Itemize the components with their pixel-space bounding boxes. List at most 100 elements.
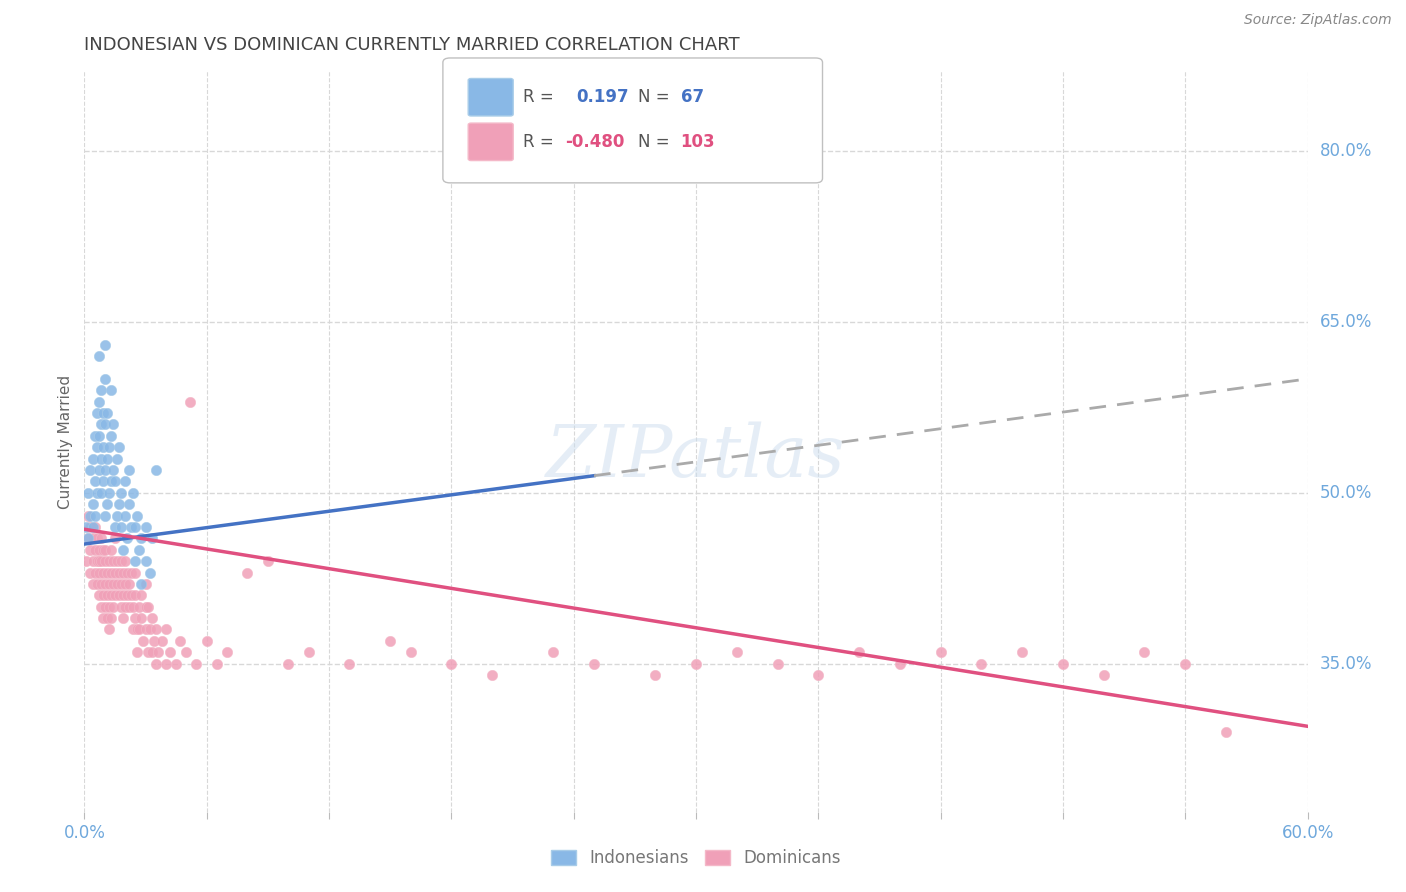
Point: [96, 406, 118, 420]
Point: [86, 406, 108, 420]
Point: [120, 566, 142, 580]
Point: [75, 520, 97, 534]
Point: [100, 384, 122, 398]
Point: [135, 599, 157, 614]
Text: 103: 103: [681, 133, 716, 151]
Point: [132, 633, 155, 648]
Point: [105, 508, 128, 523]
Point: [380, 633, 402, 648]
Text: Source: ZipAtlas.com: Source: ZipAtlas.com: [1244, 13, 1392, 28]
Point: [97, 440, 120, 454]
Point: [135, 554, 157, 568]
Point: [644, 668, 666, 682]
Point: [87, 349, 110, 363]
Point: [145, 463, 167, 477]
Point: [100, 566, 122, 580]
Point: [118, 497, 141, 511]
Point: [104, 475, 127, 489]
Point: [145, 623, 167, 637]
Point: [114, 554, 136, 568]
Point: [87, 542, 110, 557]
Point: [77, 532, 100, 546]
Text: 35.0%: 35.0%: [1320, 655, 1372, 673]
Point: [112, 542, 135, 557]
Point: [97, 623, 120, 637]
Point: [87, 394, 110, 409]
Point: [97, 599, 120, 614]
Point: [87, 588, 110, 602]
Point: [101, 554, 124, 568]
Point: [122, 623, 145, 637]
Point: [101, 417, 124, 432]
Point: [83, 566, 105, 580]
Point: [114, 577, 136, 591]
Point: [1133, 645, 1156, 659]
Point: [124, 588, 146, 602]
Point: [120, 588, 142, 602]
Point: [725, 645, 748, 659]
Point: [96, 497, 118, 511]
Point: [848, 645, 870, 659]
Point: [110, 485, 132, 500]
Point: [91, 566, 114, 580]
Point: [277, 657, 299, 671]
Point: [131, 588, 153, 602]
Point: [79, 463, 101, 477]
Point: [120, 520, 142, 534]
Point: [82, 451, 104, 466]
Point: [217, 645, 239, 659]
Point: [131, 611, 153, 625]
Point: [124, 611, 146, 625]
Point: [97, 485, 120, 500]
Point: [135, 623, 157, 637]
Text: -0.480: -0.480: [565, 133, 624, 151]
Point: [114, 599, 136, 614]
Point: [96, 588, 118, 602]
Point: [114, 508, 136, 523]
Point: [79, 508, 101, 523]
Point: [481, 668, 503, 682]
Point: [91, 406, 114, 420]
Point: [86, 554, 108, 568]
Point: [440, 657, 463, 671]
Text: ZIPatlas: ZIPatlas: [546, 421, 846, 491]
Point: [929, 645, 952, 659]
Point: [110, 577, 132, 591]
Point: [93, 554, 115, 568]
Point: [108, 566, 131, 580]
Point: [90, 485, 112, 500]
Point: [122, 599, 145, 614]
Point: [83, 475, 105, 489]
Point: [82, 520, 104, 534]
Point: [108, 497, 131, 511]
Point: [101, 463, 124, 477]
Point: [339, 657, 360, 671]
Point: [83, 508, 105, 523]
Point: [87, 463, 110, 477]
Point: [100, 588, 122, 602]
Text: R =: R =: [523, 133, 554, 151]
Point: [124, 566, 146, 580]
Point: [135, 520, 157, 534]
Point: [93, 508, 115, 523]
Point: [101, 577, 124, 591]
Point: [110, 599, 132, 614]
Point: [91, 542, 114, 557]
Point: [91, 611, 114, 625]
Point: [79, 566, 101, 580]
Point: [83, 542, 105, 557]
Point: [93, 463, 115, 477]
Point: [87, 566, 110, 580]
Point: [93, 599, 115, 614]
Point: [105, 451, 128, 466]
Point: [90, 532, 112, 546]
Point: [77, 485, 100, 500]
Point: [118, 599, 141, 614]
Point: [127, 645, 149, 659]
Point: [582, 657, 605, 671]
Point: [1092, 668, 1115, 682]
Point: [104, 520, 127, 534]
Point: [112, 611, 135, 625]
Point: [91, 440, 114, 454]
Text: 67: 67: [681, 88, 703, 106]
